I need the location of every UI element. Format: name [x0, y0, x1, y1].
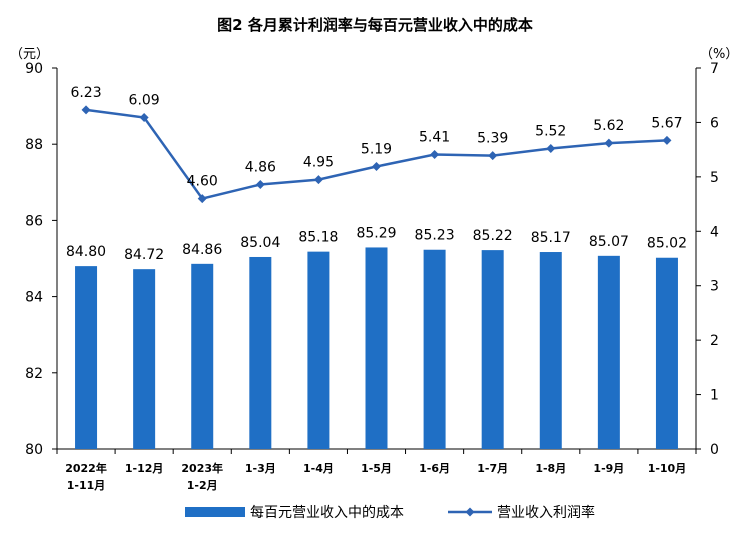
- left-tick-label: 84: [25, 290, 43, 306]
- line-point: [313, 175, 323, 185]
- right-tick-label: 4: [710, 224, 719, 240]
- line-value-label: 5.39: [477, 131, 508, 147]
- bar-value-label: 85.18: [298, 230, 338, 246]
- bar-value-label: 85.23: [415, 228, 455, 244]
- left-tick-label: 80: [25, 442, 43, 458]
- line-point: [139, 113, 149, 123]
- line-point: [372, 162, 381, 172]
- legend-label-profit: 营业收入利润率: [497, 504, 595, 521]
- bar: [365, 247, 388, 449]
- x-category-label: 1-2月: [187, 479, 218, 492]
- line-value-label: 5.52: [535, 124, 566, 140]
- right-axis-unit: （%）: [700, 47, 738, 62]
- line-value-label: 4.95: [303, 155, 334, 171]
- legend-swatch-profit-marker: [465, 507, 475, 517]
- bar: [191, 263, 214, 449]
- bar: [539, 252, 562, 449]
- bar-value-label: 85.04: [240, 235, 280, 251]
- bar: [655, 257, 678, 449]
- bar-value-label: 84.72: [124, 247, 164, 263]
- line-point: [197, 194, 207, 204]
- bar: [75, 266, 98, 449]
- line-value-label: 4.86: [245, 159, 276, 175]
- bar-value-label: 84.80: [66, 244, 106, 260]
- x-category-label: 1-12月: [125, 462, 164, 475]
- line-value-label: 6.23: [70, 85, 101, 101]
- left-tick-label: 82: [25, 366, 43, 382]
- line-value-label: 6.09: [129, 93, 160, 109]
- bar: [133, 269, 156, 449]
- left-axis-unit: （元）: [10, 47, 49, 62]
- bar-value-label: 85.17: [531, 230, 571, 246]
- x-category-label: 1-9月: [593, 462, 624, 475]
- bar-value-label: 85.29: [356, 225, 396, 241]
- bar-value-label: 85.22: [473, 228, 513, 244]
- bar-value-label: 84.86: [182, 242, 222, 258]
- x-category-label: 1-5月: [361, 462, 392, 475]
- line-point: [662, 135, 672, 145]
- line-point: [430, 150, 440, 160]
- bar: [423, 249, 446, 449]
- line-value-label: 4.60: [187, 174, 218, 190]
- right-tick-label: 3: [710, 279, 719, 295]
- x-category-label: 1-7月: [477, 462, 508, 475]
- bar: [249, 256, 272, 449]
- legend-swatch-cost: [185, 507, 245, 517]
- line-value-label: 5.67: [651, 115, 682, 131]
- right-tick-label: 6: [710, 115, 719, 131]
- line-point: [546, 144, 556, 154]
- x-category-label: 1-8月: [535, 462, 566, 475]
- line-value-label: 5.62: [593, 118, 624, 134]
- line-value-label: 5.19: [361, 142, 392, 158]
- right-tick-label: 2: [710, 333, 719, 349]
- x-category-label: 2023年: [181, 461, 223, 475]
- legend-label-cost: 每百元营业收入中的成本: [250, 505, 404, 521]
- bar: [597, 255, 620, 449]
- x-category-label: 2022年: [65, 461, 107, 475]
- x-category-label: 1-6月: [419, 462, 450, 475]
- chart-title: 图2 各月累计利润率与每百元营业收入中的成本: [217, 16, 533, 34]
- left-tick-label: 88: [25, 137, 43, 153]
- right-tick-label: 5: [710, 170, 719, 186]
- left-tick-label: 90: [25, 61, 43, 77]
- bar: [481, 250, 504, 449]
- bar-value-label: 85.07: [589, 234, 629, 250]
- x-category-label: 1-10月: [648, 462, 687, 475]
- line-value-label: 5.41: [419, 130, 450, 146]
- line-point: [604, 138, 614, 148]
- right-tick-label: 7: [710, 61, 719, 77]
- line-point: [488, 151, 498, 161]
- left-tick-label: 86: [25, 213, 43, 229]
- x-category-label: 1-4月: [303, 462, 334, 475]
- x-category-label: 1-11月: [67, 479, 106, 492]
- x-category-label: 1-3月: [245, 462, 276, 475]
- line-point: [255, 179, 265, 189]
- line-point: [81, 105, 91, 115]
- bar: [307, 251, 330, 449]
- right-tick-label: 1: [710, 388, 719, 404]
- bar-value-label: 85.02: [647, 236, 687, 252]
- right-tick-label: 0: [710, 442, 719, 458]
